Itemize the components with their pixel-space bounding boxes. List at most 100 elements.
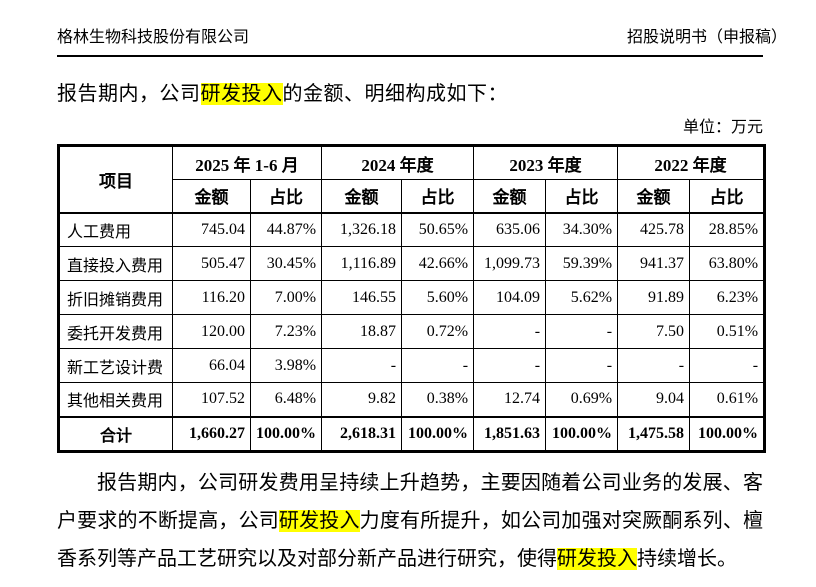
cell-value: 146.55 [321, 280, 403, 315]
cell-value: 1,475.58 [617, 415, 691, 452]
row-label: 直接投入费用 [58, 246, 173, 281]
cell-value: 100.00% [545, 415, 619, 452]
intro-paragraph: 报告期内，公司研发投入的金额、明细构成如下： [57, 80, 763, 108]
table-header-sub-row: 金额 占比 金额 占比 金额 占比 金额 占比 [59, 179, 766, 214]
table-row: 人工费用 745.04 44.87% 1,326.18 50.65% 635.06 34.3… [58, 212, 766, 247]
table-body: 人工费用 745.04 44.87% 1,326.18 50.65% 635.06 34.3… [58, 212, 766, 452]
company-name: 格林生物科技股份有限公司 [57, 29, 250, 46]
row-label: 新工艺设计费 [58, 348, 173, 383]
cell-value: 50.65% [401, 212, 475, 247]
cell-value: 12.74 [473, 382, 547, 417]
col-header-2023: 2023 年度 [473, 145, 619, 180]
sub-header-amount: 金额 [473, 179, 547, 214]
unit-label: 单位：万元 [682, 119, 763, 136]
cell-value: 7.23% [249, 314, 323, 349]
cell-value: - [473, 348, 547, 383]
col-header-2025: 2025 年 1-6 月 [171, 145, 323, 180]
highlighted-term: 研发投入 [278, 510, 360, 532]
row-label: 合计 [58, 415, 173, 452]
text-run: 的金额、明细构成如下： [282, 83, 508, 105]
cell-value: 5.62% [545, 280, 619, 315]
cell-value: 104.09 [473, 280, 547, 315]
sub-header-amount: 金额 [321, 179, 403, 214]
col-header-item: 项目 [58, 145, 173, 214]
table-row: 委托开发费用 120.00 7.23% 18.87 0.72% - -7.50 0.51% [58, 314, 766, 349]
cell-value: 28.85% [689, 212, 766, 247]
cell-value: 66.04 [172, 348, 251, 383]
cell-value: 63.80% [689, 246, 766, 281]
cell-value: 0.51% [689, 314, 766, 349]
sub-header-ratio: 占比 [545, 179, 619, 214]
sub-header-ratio: 占比 [249, 179, 323, 214]
cell-value: 2,618.31 [321, 415, 403, 452]
cell-value: 1,851.63 [473, 415, 547, 452]
table-row: 新工艺设计费 66.04 3.98% - - - - - - [58, 348, 766, 383]
table-row: 直接投入费用 505.47 30.45% 1,116.89 42.66% 1,099.73… [58, 246, 766, 281]
rd-expense-table: 项目 2025 年 1-6 月 2024 年度 2023 年度 2022 年度 … [57, 144, 767, 453]
sub-header-amount: 金额 [172, 179, 251, 214]
sub-header-ratio: 占比 [689, 179, 766, 214]
cell-value: - [473, 314, 547, 349]
analysis-paragraph: 报告期内，公司研发费用呈持续上升趋势，主要因随着公司业务的发展、客户要求的不断提… [57, 464, 763, 578]
cell-value: 0.72% [401, 314, 475, 349]
row-label: 委托开发费用 [58, 314, 173, 349]
col-header-2024: 2024 年度 [321, 145, 475, 180]
document-type-label: 招股说明书（申报稿） [626, 29, 787, 46]
cell-value: 0.61% [689, 382, 766, 417]
table-total-row: 合计 1,660.27 100.00% 2,618.31 100.00% 1,851.63… [58, 415, 766, 452]
cell-value: 1,116.89 [321, 246, 403, 281]
cell-value: 42.66% [401, 246, 475, 281]
cell-value: 100.00% [249, 415, 323, 452]
cell-value: 1,099.73 [473, 246, 547, 281]
table-header-year-row: 项目 2025 年 1-6 月 2024 年度 2023 年度 2022 年度 [58, 145, 766, 214]
cell-value: 44.87% [249, 212, 323, 247]
cell-value: 425.78 [617, 212, 691, 247]
highlighted-term: 研发投入 [557, 548, 637, 570]
row-label: 人工费用 [58, 212, 173, 247]
cell-value: 18.87 [321, 314, 403, 349]
table-header: 项目 2025 年 1-6 月 2024 年度 2023 年度 2022 年度 … [58, 145, 766, 214]
text-run: 力度有所提升，如公司加强对突厥酮系列、檀香系列等产品工艺研究以及对部分新产品进行… [57, 510, 764, 570]
cell-value: 116.20 [172, 280, 251, 315]
cell-value: 120.00 [172, 314, 251, 349]
cell-value: - [617, 348, 691, 383]
header-divider [57, 55, 763, 57]
page-header: 格林生物科技股份有限公司 招股说明书（申报稿） [57, 28, 787, 48]
cell-value: 5.60% [401, 280, 475, 315]
cell-value: 1,326.18 [321, 212, 403, 247]
cell-value: - [545, 348, 619, 383]
text-run: 报告期内，公司 [57, 83, 201, 105]
cell-value: 6.48% [249, 382, 323, 417]
col-header-2022: 2022 年度 [617, 145, 766, 180]
text-run: 持续增长。 [637, 548, 737, 570]
cell-value: 1,660.27 [172, 415, 251, 452]
cell-value: 30.45% [249, 246, 323, 281]
cell-value: 0.69% [545, 382, 619, 417]
table-row: 折旧摊销费用 116.20 7.00% 146.55 5.60% 104.09 5.62% 9… [58, 280, 766, 315]
cell-value: - [545, 314, 619, 349]
cell-value: 745.04 [172, 212, 251, 247]
cell-value: 3.98% [249, 348, 323, 383]
sub-header-amount: 金额 [617, 179, 691, 214]
text-run: 报告期内，公司研发费用呈持续上升趋势，主要因随着公司业务的发展、客户要求的不断提… [57, 472, 763, 532]
cell-value: 91.89 [617, 280, 691, 315]
cell-value: - [401, 348, 475, 383]
cell-value: 9.04 [617, 382, 691, 417]
cell-value: 100.00% [401, 415, 475, 452]
cell-value: 7.50 [617, 314, 691, 349]
highlighted-term: 研发投入 [200, 83, 283, 105]
cell-value: 100.00% [689, 415, 766, 452]
sub-header-ratio: 占比 [401, 179, 475, 214]
cell-value: 34.30% [545, 212, 619, 247]
cell-value: 9.82 [321, 382, 403, 417]
cell-value: 59.39% [545, 246, 619, 281]
cell-value: 505.47 [172, 246, 251, 281]
cell-value: 941.37 [617, 246, 691, 281]
cell-value: - [321, 348, 403, 383]
cell-value: 635.06 [473, 212, 547, 247]
row-label: 其他相关费用 [58, 382, 173, 417]
cell-value: 6.23% [689, 280, 766, 315]
cell-value: 107.52 [172, 382, 251, 417]
cell-value: 7.00% [249, 280, 323, 315]
